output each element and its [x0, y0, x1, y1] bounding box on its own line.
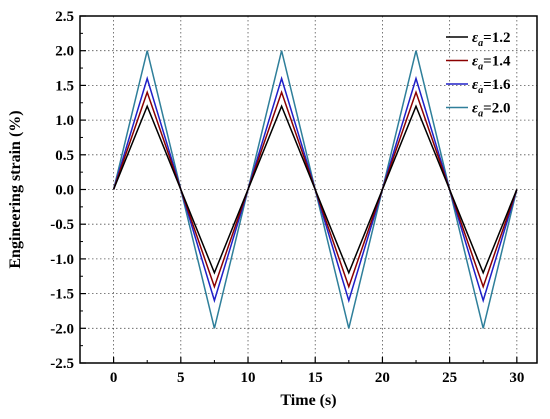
- y-tick-label: 0.0: [55, 183, 74, 199]
- x-tick-label: 5: [177, 370, 185, 386]
- tick-marks: [80, 15, 518, 364]
- legend-label-3: εa=1.6: [472, 77, 511, 96]
- y-tick-label: -1.5: [50, 287, 74, 303]
- y-tick-label: 1.0: [55, 113, 74, 129]
- x-tick-label: 20: [375, 370, 390, 386]
- x-axis-title: Time (s): [280, 392, 336, 409]
- x-tick-label: 0: [110, 370, 118, 386]
- legend-label-1: εa=1.2: [472, 30, 510, 49]
- y-tick-labels: 2.5 2.0 1.5 1.0 0.5 0.0 -0.5 -1.0 -1.5 -2.0 -2.5: [50, 9, 74, 372]
- legend-label-4: εa=2.0: [472, 101, 510, 120]
- x-tick-label: 25: [442, 370, 457, 386]
- x-tick-labels: 0 5 10 15 20 25 30: [110, 370, 524, 386]
- y-tick-label: -1.0: [50, 252, 74, 268]
- x-tick-label: 15: [308, 370, 323, 386]
- y-tick-label: -0.5: [50, 217, 74, 233]
- legend-label-2: εa=1.4: [472, 54, 511, 73]
- y-tick-label: 2.0: [55, 44, 74, 60]
- grid: [80, 15, 537, 364]
- x-tick-label: 30: [509, 370, 524, 386]
- y-axis-title: Engineering strain (%): [7, 110, 24, 268]
- y-tick-label: 1.5: [55, 78, 74, 94]
- series-line-1: [112, 104, 518, 275]
- y-tick-label: 2.5: [55, 9, 74, 25]
- y-tick-label: 0.5: [55, 148, 74, 164]
- x-tick-label: 10: [241, 370, 256, 386]
- series-layer: [112, 50, 518, 329]
- y-tick-label: -2.5: [50, 356, 74, 372]
- y-tick-label: -2.0: [50, 321, 74, 337]
- legend: εa=1.2 εa=1.4 εa=1.6 εa=2.0: [446, 30, 511, 120]
